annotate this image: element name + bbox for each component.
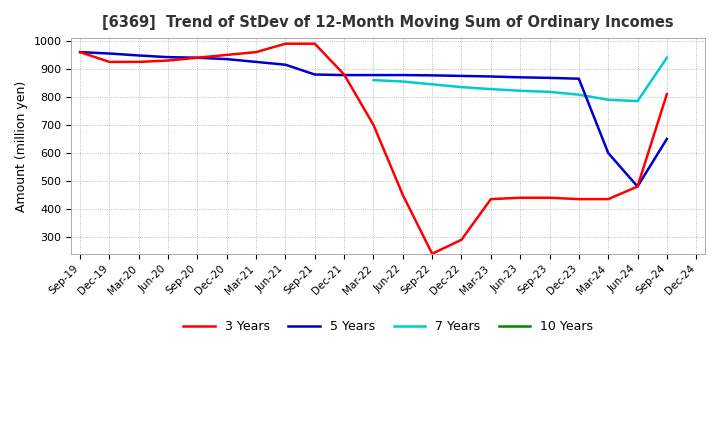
5 Years [662,136,671,142]
5 Years [340,73,348,78]
3 Years [575,197,583,202]
5 Years [633,184,642,189]
7 Years [398,79,407,84]
7 Years [545,89,554,95]
5 Years [398,73,407,78]
Title: [6369]  Trend of StDev of 12-Month Moving Sum of Ordinary Incomes: [6369] Trend of StDev of 12-Month Moving… [102,15,674,30]
5 Years [369,73,378,78]
7 Years [633,99,642,104]
7 Years [369,77,378,83]
5 Years [428,73,436,78]
Line: 7 Years: 7 Years [374,58,667,101]
7 Years [457,84,466,90]
5 Years [222,56,231,62]
3 Years [369,122,378,128]
3 Years [340,72,348,77]
3 Years [76,49,84,55]
7 Years [428,82,436,87]
Legend: 3 Years, 5 Years, 7 Years, 10 Years: 3 Years, 5 Years, 7 Years, 10 Years [179,315,598,338]
5 Years [163,55,172,60]
3 Years [516,195,524,200]
5 Years [457,73,466,79]
5 Years [604,150,613,156]
5 Years [545,75,554,81]
3 Years [487,197,495,202]
5 Years [516,75,524,80]
3 Years [428,251,436,257]
7 Years [575,92,583,97]
Line: 5 Years: 5 Years [80,52,667,187]
3 Years [662,92,671,97]
5 Years [310,72,319,77]
3 Years [457,237,466,242]
Line: 3 Years: 3 Years [80,44,667,254]
3 Years [105,59,114,65]
5 Years [487,74,495,79]
7 Years [487,86,495,92]
5 Years [281,62,289,67]
3 Years [398,192,407,198]
3 Years [545,195,554,200]
5 Years [105,51,114,56]
7 Years [662,55,671,60]
3 Years [193,55,202,60]
5 Years [252,59,261,65]
5 Years [76,49,84,55]
3 Years [310,41,319,46]
5 Years [193,55,202,60]
3 Years [135,59,143,65]
5 Years [135,53,143,58]
Y-axis label: Amount (million yen): Amount (million yen) [15,81,28,212]
7 Years [604,97,613,103]
3 Years [252,49,261,55]
3 Years [222,52,231,58]
5 Years [575,76,583,81]
7 Years [516,88,524,93]
3 Years [633,184,642,189]
3 Years [163,58,172,63]
3 Years [281,41,289,46]
3 Years [604,197,613,202]
